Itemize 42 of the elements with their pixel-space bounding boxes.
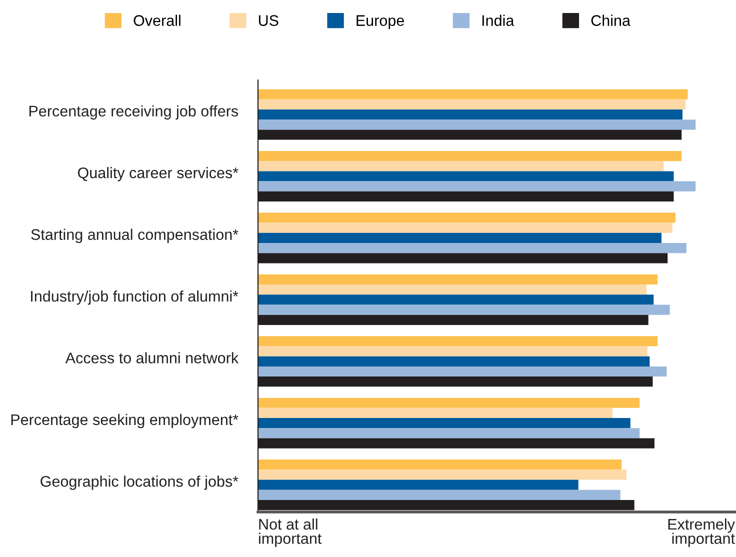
y-tick-label: Geographic locations of jobs*: [40, 476, 238, 490]
bar: [258, 304, 670, 315]
bar: [258, 294, 654, 305]
y-tick-label: Percentage receiving job offers: [29, 105, 238, 120]
bar: [258, 109, 682, 120]
bar: [258, 418, 630, 428]
text: Extremely important: [668, 518, 735, 547]
bar: [258, 460, 622, 470]
bar: [258, 398, 640, 408]
bar: [258, 120, 696, 130]
y-tick-label: Percentage seeking employment*: [11, 414, 238, 428]
bar: [258, 99, 686, 110]
bar: [258, 428, 640, 438]
legend-label: Overall: [134, 14, 180, 26]
text: Not at all important: [259, 518, 322, 547]
bar: [258, 181, 696, 192]
legend-label: India: [482, 14, 514, 26]
bar: [258, 222, 672, 233]
bar: [258, 232, 662, 244]
y-tick-label: Starting annual compensation*: [31, 228, 238, 243]
legend-label: Europe: [356, 15, 404, 29]
legend-label: China: [591, 14, 630, 26]
bar: [258, 336, 658, 346]
bar: [258, 243, 686, 254]
y-tick-label: Quality career services*: [78, 167, 238, 182]
bar: [258, 161, 664, 172]
bar: [258, 212, 676, 223]
bar: [258, 356, 650, 366]
bar: [258, 490, 620, 500]
bar: [258, 408, 612, 418]
bar: [258, 480, 578, 490]
bar: [258, 274, 658, 285]
bar: [258, 470, 626, 480]
bar: [258, 346, 648, 356]
bar: [258, 150, 682, 162]
bar: [258, 171, 674, 182]
y-tick-label: Access to alumni network: [65, 352, 239, 364]
bar: [258, 366, 667, 377]
y-tick-label: Industry/job function of alumni*: [31, 290, 238, 305]
bar: [258, 89, 688, 100]
legend-label: US: [258, 15, 278, 26]
bar: [258, 284, 647, 295]
